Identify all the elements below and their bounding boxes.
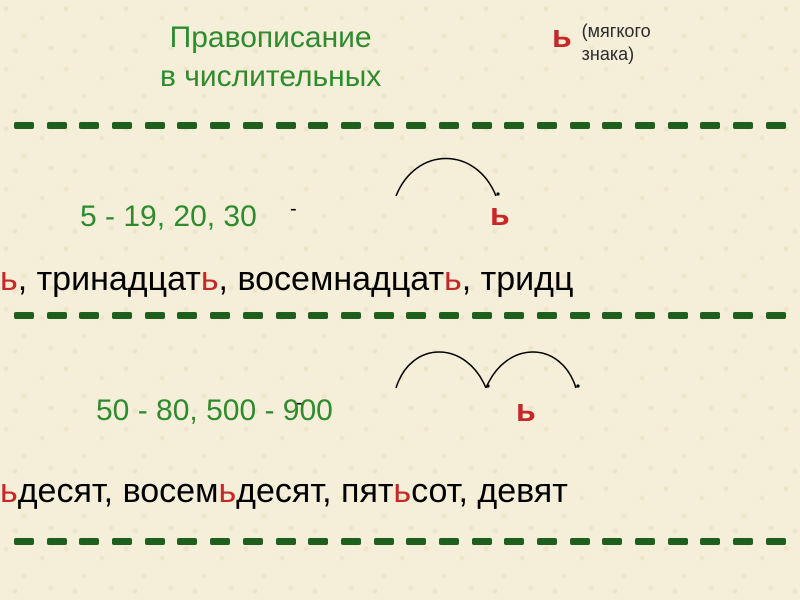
soft-sign-note: ь (мягкого знака) <box>552 20 651 65</box>
title-block: Правописание в числительных <box>160 18 381 96</box>
block1-small-dash: - <box>290 198 297 221</box>
separator-1 <box>0 122 800 132</box>
block1-range: 5 - 19, 20, 30 <box>80 200 257 234</box>
block2-range: 50 - 80, 500 - 900 <box>96 394 333 428</box>
block2-marker: ь <box>516 392 536 429</box>
block2-example: тьдесят, восемьдесят, пятьсот, девят <box>0 472 800 511</box>
title-line-2: в числительных <box>160 57 381 96</box>
soft-sign-caption: (мягкого знака) <box>582 20 651 65</box>
block1-marker: ь <box>490 196 510 233</box>
separator-2 <box>0 312 800 322</box>
soft-sign-letter: ь <box>552 20 572 52</box>
title-line-1: Правописание <box>160 18 381 57</box>
separator-3 <box>0 538 800 548</box>
block1-example: ть, тринадцать, восемнадцать, тридц <box>0 260 800 299</box>
